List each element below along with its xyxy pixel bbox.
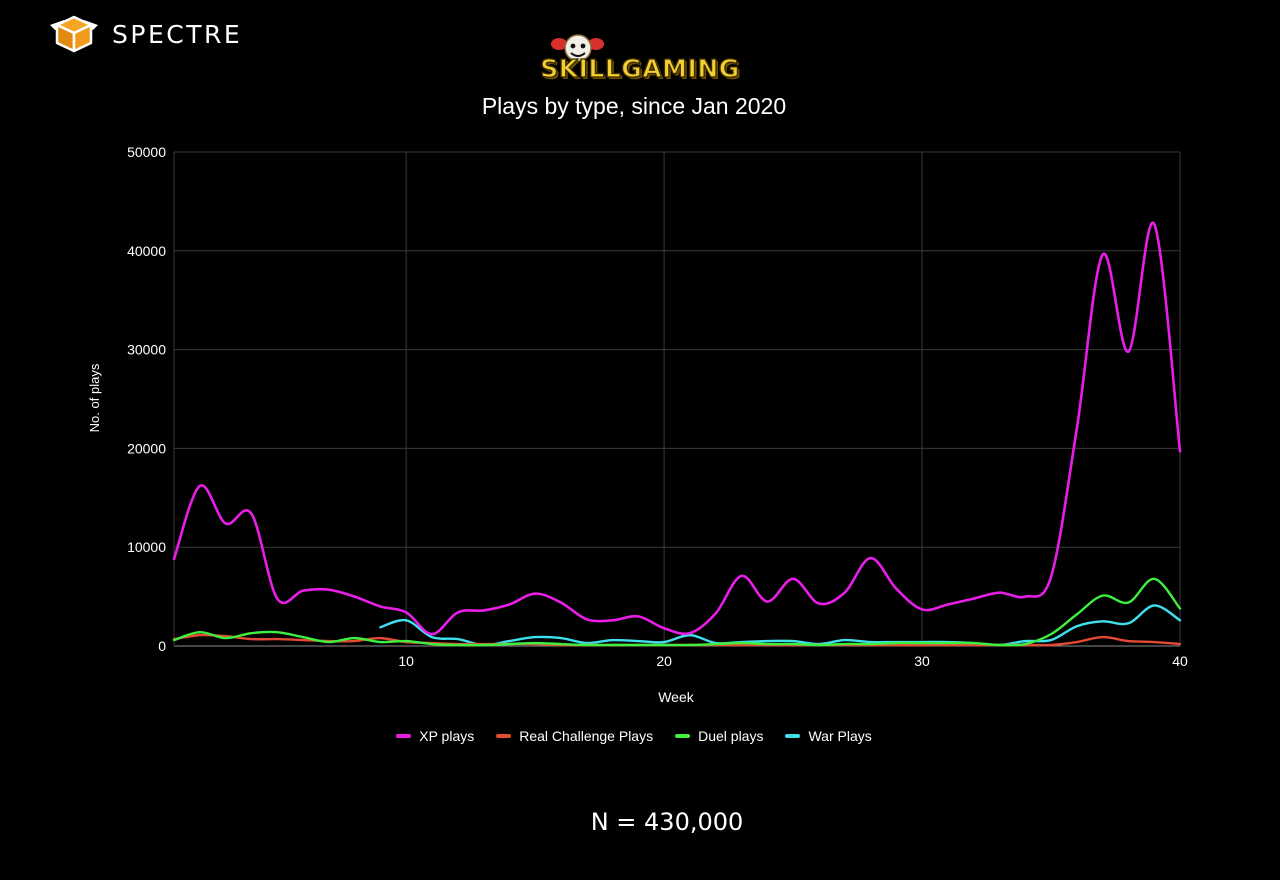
y-tick-label: 30000 (127, 342, 166, 358)
series-line-war-plays (379, 604, 1182, 647)
legend-item-xp-plays: XP plays (396, 728, 474, 744)
y-tick-label: 20000 (127, 440, 166, 456)
line-chart: 0 10000 20000 30000 40000 50000 10 20 30 40 Week… (87, 144, 1188, 705)
legend-item-duel-plays: Duel plays (675, 728, 763, 744)
grid-lines (173, 151, 1181, 647)
cube-icon (50, 15, 98, 53)
brand-header: SPECTRE (46, 14, 242, 54)
y-tick-label: 0 (158, 638, 166, 654)
brand-name: SPECTRE (112, 19, 243, 49)
x-tick-label: 40 (1172, 653, 1188, 669)
x-tick-label: 30 (914, 653, 930, 669)
legend-label: War Plays (808, 728, 872, 744)
mascot-icon (551, 34, 604, 62)
y-tick-label: 40000 (127, 243, 166, 259)
legend-label: Duel plays (698, 728, 764, 744)
series-lines (172, 221, 1182, 647)
chart-legend: XP plays Real Challenge Plays Duel plays Wa… (0, 728, 1268, 744)
game-logo: SKILLGAMING (540, 32, 740, 92)
x-axis-ticks: 10 20 30 40 (398, 653, 1188, 669)
legend-label: XP plays (419, 728, 475, 744)
series-line-duel-plays (172, 577, 1182, 647)
y-tick-label: 50000 (127, 144, 166, 160)
legend-swatch (396, 734, 412, 738)
x-axis-label: Week (658, 689, 695, 705)
legend-swatch (496, 734, 512, 738)
series-line-xp-plays (172, 221, 1182, 636)
game-logo-text: SKILLGAMING (540, 53, 740, 83)
chart-title: Plays by type, since Jan 2020 (481, 93, 787, 119)
sample-size-note: N = 430,000 (590, 808, 744, 836)
y-axis-ticks: 0 10000 20000 30000 40000 50000 (127, 144, 166, 654)
legend-item-real-challenge-plays: Real Challenge Plays (496, 728, 653, 744)
legend-item-war-plays: War Plays (785, 728, 872, 744)
x-tick-label: 20 (656, 653, 672, 669)
y-axis-label: No. of plays (87, 363, 102, 432)
x-tick-label: 10 (398, 653, 414, 669)
legend-swatch (675, 734, 691, 738)
y-tick-label: 10000 (127, 539, 166, 555)
legend-swatch (785, 734, 801, 738)
legend-label: Real Challenge Plays (519, 728, 654, 744)
